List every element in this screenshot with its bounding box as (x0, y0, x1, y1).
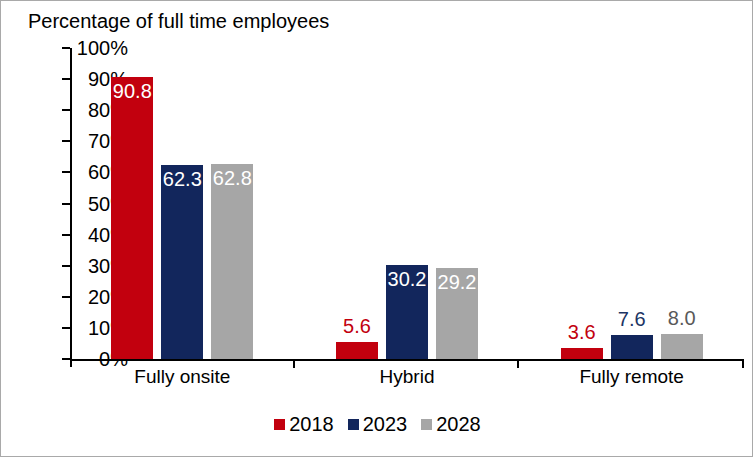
bar-2018-fully-onsite (111, 77, 153, 359)
legend: 2018 2023 2028 (1, 413, 753, 435)
category-label-hybrid: Hybrid (295, 366, 520, 388)
category-label-fully-onsite: Fully onsite (70, 366, 295, 388)
legend-label-2023: 2023 (363, 413, 408, 435)
bar-value-label: 62.8 (202, 167, 262, 189)
bar-value-label: 90.8 (102, 80, 162, 102)
plot-area: 0%10%20%30%40%50%60%70%80%90%100%90.862.… (70, 48, 744, 360)
legend-item-2028: 2028 (421, 413, 481, 435)
bar-2018-fully-remote (561, 348, 603, 359)
legend-swatch-2018 (274, 419, 285, 430)
legend-label-2018: 2018 (289, 413, 334, 435)
bar-value-label: 29.2 (427, 271, 487, 293)
bar-2028-fully-onsite (211, 164, 253, 359)
chart-frame: Percentage of full time employees 0%10%2… (0, 0, 753, 457)
bar-2023-fully-onsite (161, 165, 203, 359)
chart-title: Percentage of full time employees (28, 9, 329, 33)
legend-item-2023: 2023 (348, 413, 408, 435)
legend-label-2028: 2028 (436, 413, 481, 435)
legend-item-2018: 2018 (274, 413, 334, 435)
bar-value-label: 8.0 (652, 307, 712, 329)
legend-swatch-2028 (421, 419, 432, 430)
bar-value-label: 5.6 (327, 315, 387, 337)
legend-swatch-2023 (348, 419, 359, 430)
bar-2028-fully-remote (661, 334, 703, 359)
x-axis-line (70, 359, 744, 361)
y-tick-label: 100% (58, 37, 128, 59)
bar-2023-fully-remote (611, 335, 653, 359)
bar-2018-hybrid (336, 342, 378, 359)
category-label-fully-remote: Fully remote (519, 366, 744, 388)
